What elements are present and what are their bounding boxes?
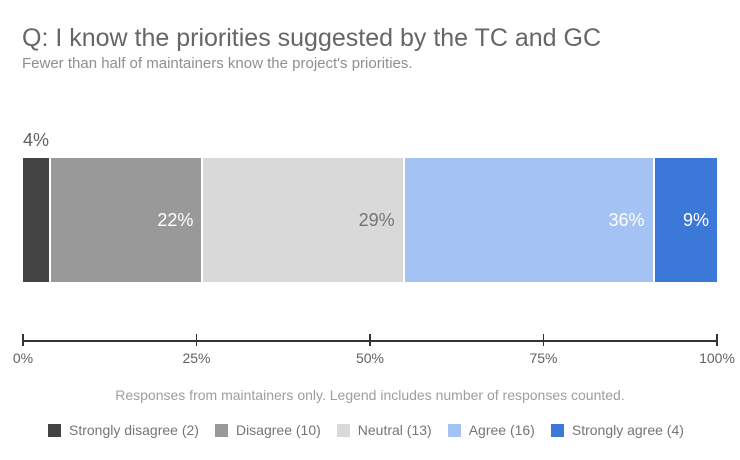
legend-label: Neutral (13) xyxy=(357,422,432,438)
x-axis: 0% 25% 50% 75% 100% xyxy=(13,334,735,368)
bar-segment-strongly-disagree xyxy=(23,158,51,282)
bar-value-label: 22% xyxy=(157,210,194,230)
bar-value-label-above: 4% xyxy=(23,130,50,150)
x-axis-tick-label: 75% xyxy=(529,350,558,366)
legend-label: Strongly agree (4) xyxy=(571,422,684,438)
x-axis-tick xyxy=(22,334,24,346)
bar-value-label: 29% xyxy=(358,210,395,230)
legend-item-strongly-agree-4-: Strongly agree (4) xyxy=(550,422,684,438)
bar-segment-strongly-agree: 9% xyxy=(654,158,717,282)
x-axis-tick-label: 0% xyxy=(12,350,34,366)
bar-segment-neutral: 29% xyxy=(203,158,405,282)
chart-subtitle: Fewer than half of maintainers know the … xyxy=(22,55,413,72)
x-axis-tick-label: 100% xyxy=(699,350,735,366)
legend-item-disagree-10-: Disagree (10) xyxy=(214,422,321,438)
legend-item-strongly-disagree-2-: Strongly disagree (2) xyxy=(48,422,199,438)
legend-swatch-icon xyxy=(550,423,564,437)
chart-title: Q: I know the priorities suggested by th… xyxy=(22,24,601,52)
x-axis-tick xyxy=(369,334,371,346)
bar-value-label: 9% xyxy=(682,210,709,230)
x-axis-tick xyxy=(542,334,545,346)
bar-segment-agree: 36% xyxy=(404,158,655,282)
stacked-bar: 22% 29% 36% 9% xyxy=(23,158,717,282)
chart-note: Responses from maintainers only. Legend … xyxy=(115,387,625,403)
bar-segment-disagree: 22% xyxy=(50,158,204,282)
legend-label: Agree (16) xyxy=(468,422,535,438)
legend-item-agree-16-: Agree (16) xyxy=(447,422,535,438)
legend-swatch-icon xyxy=(48,423,61,437)
legend-label: Disagree (10) xyxy=(235,422,321,438)
legend-label: Strongly disagree (2) xyxy=(69,422,199,438)
x-axis-tick xyxy=(716,334,718,346)
legend-swatch-icon xyxy=(336,423,350,437)
legend-swatch-icon xyxy=(447,423,461,437)
x-axis-tick-label: 50% xyxy=(355,350,385,366)
legend: Strongly disagree (2) Disagree (10) Neutra… xyxy=(48,422,684,438)
x-axis-tick-label: 25% xyxy=(182,350,211,366)
legend-swatch-icon xyxy=(214,423,228,437)
x-axis-tick xyxy=(195,334,198,346)
legend-item-neutral-13-: Neutral (13) xyxy=(336,422,432,438)
bar-value-label: 36% xyxy=(608,210,645,230)
